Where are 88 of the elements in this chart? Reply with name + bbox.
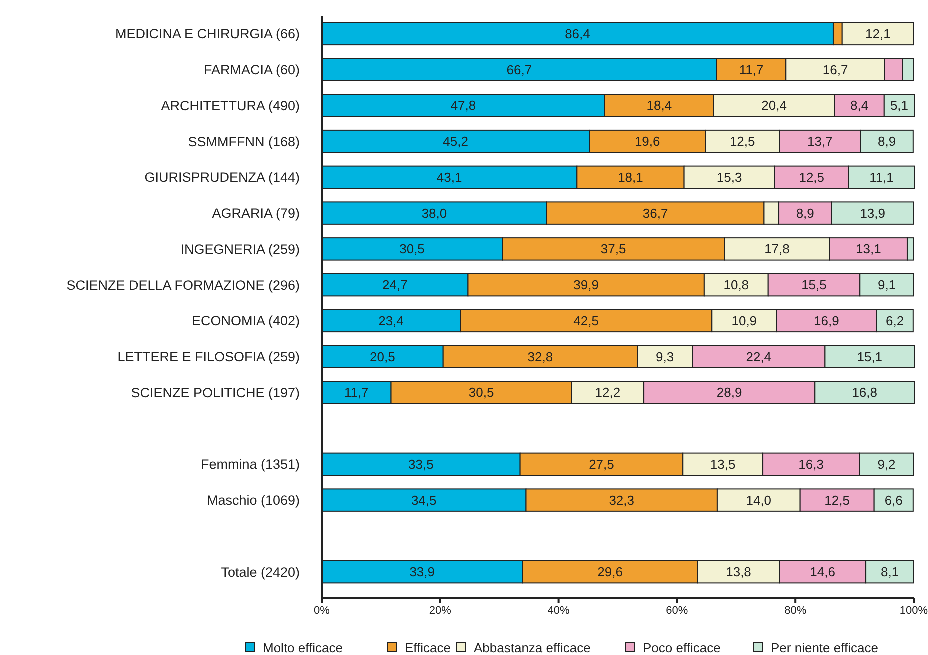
data-label: 14,0: [746, 492, 772, 508]
data-label: 11,7: [344, 385, 369, 400]
data-label: 13,7: [808, 134, 833, 150]
data-label: 24,7: [382, 278, 408, 293]
data-label: 15,3: [716, 170, 742, 185]
y-tick-label: MEDICINA E CHIRURGIA (66): [115, 26, 300, 42]
y-tick-label: ARCHITETTURA (490): [161, 98, 300, 114]
data-label: 12,5: [824, 492, 850, 508]
legend-label: Poco efficace: [643, 640, 721, 655]
data-label: 12,5: [799, 170, 825, 185]
data-label: 23,4: [378, 313, 404, 328]
y-tick-label: INGEGNERIA (259): [180, 242, 300, 257]
data-label: 9,1: [878, 278, 896, 293]
x-tick-label: 20%: [429, 605, 452, 617]
data-label: 86,4: [565, 26, 590, 42]
data-label: 42,5: [574, 313, 599, 328]
data-label: 15,5: [802, 278, 827, 293]
data-label: 36,7: [642, 206, 668, 221]
data-label: 12,2: [595, 385, 621, 400]
data-label: 12,1: [866, 26, 891, 42]
data-label: 16,9: [814, 313, 840, 328]
data-label: 13,5: [710, 456, 736, 472]
data-label: 9,3: [656, 349, 674, 364]
data-label: 22,4: [746, 349, 772, 364]
data-label: 39,9: [574, 278, 599, 293]
data-label: 38,0: [422, 206, 448, 221]
data-label: 8,9: [878, 134, 896, 150]
data-label: 33,9: [410, 564, 435, 580]
x-tick-label: 0%: [314, 605, 330, 617]
data-label: 30,5: [400, 242, 425, 257]
data-label: 16,7: [822, 62, 848, 78]
data-label: 11,7: [739, 62, 764, 78]
data-label: 17,8: [764, 242, 790, 257]
data-label: 13,1: [856, 242, 882, 257]
data-label: 8,4: [850, 98, 869, 114]
y-tick-label: ECONOMIA (402): [192, 314, 300, 329]
y-tick-label: FARMACIA (60): [204, 62, 300, 78]
data-label: 5,1: [890, 98, 909, 114]
data-label: 45,2: [443, 134, 468, 150]
data-label: 10,8: [724, 278, 750, 293]
data-label: 13,9: [860, 206, 886, 221]
data-label: 6,6: [884, 492, 903, 508]
data-label: 16,8: [852, 385, 878, 400]
data-label: 37,5: [600, 242, 626, 257]
data-label: 16,3: [798, 456, 824, 472]
data-label: 12,5: [730, 134, 756, 150]
data-label: 20,4: [762, 98, 787, 114]
y-tick-label: GIURISPRUDENZA (144): [144, 170, 300, 186]
data-label: 33,5: [408, 456, 434, 472]
data-label: 18,4: [646, 98, 672, 114]
data-label: 27,5: [589, 456, 614, 472]
data-label: 6,2: [886, 313, 904, 328]
data-label: 30,5: [468, 385, 494, 400]
data-label: 9,2: [878, 456, 896, 472]
y-tick-label: AGRARIA (79): [212, 206, 300, 222]
y-tick-label: Femmina (1351): [200, 457, 300, 472]
x-tick-label: 60%: [666, 605, 688, 617]
data-label: 43,1: [436, 170, 462, 185]
data-label: 20,5: [370, 349, 396, 364]
legend-label: Efficace: [405, 640, 452, 655]
data-label: 8,1: [880, 564, 900, 580]
data-label: 8,9: [796, 206, 814, 221]
legend-label: Per niente efficace: [771, 640, 878, 655]
data-label: 11,1: [870, 170, 894, 185]
data-label: 32,3: [609, 492, 635, 508]
legend-label: Molto efficace: [263, 640, 343, 655]
data-label: 10,9: [732, 313, 758, 328]
data-label: 34,5: [411, 492, 437, 508]
data-label: 19,6: [634, 134, 660, 150]
data-label: 15,1: [857, 349, 883, 364]
data-label: 66,7: [506, 62, 532, 78]
y-tick-label: Maschio (1069): [206, 493, 300, 508]
data-label: 29,6: [598, 564, 623, 580]
y-tick-label: SSMMFFNN (168): [188, 134, 300, 150]
y-tick-label: Totale (2420): [221, 564, 300, 580]
y-tick-label: SCIENZE POLITICHE (197): [131, 385, 300, 400]
legend-label: Abbastanza efficace: [474, 640, 591, 655]
x-tick-label: 100%: [900, 605, 928, 617]
data-label: 32,8: [528, 349, 554, 364]
data-label: 13,8: [726, 564, 752, 580]
data-label: 28,9: [716, 385, 742, 400]
x-tick-label: 80%: [784, 605, 807, 617]
data-label: 18,1: [618, 170, 644, 185]
data-label: 47,8: [450, 98, 476, 114]
y-tick-label: SCIENZE DELLA FORMAZIONE (296): [66, 278, 300, 293]
y-tick-label: LETTERE E FILOSOFIA (259): [118, 350, 300, 365]
x-tick-label: 40%: [548, 605, 570, 617]
data-label: 14,6: [810, 564, 836, 580]
